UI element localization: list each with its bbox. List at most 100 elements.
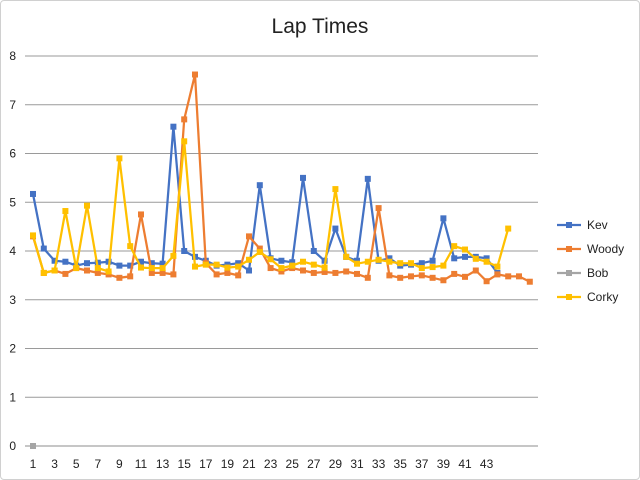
data-point bbox=[526, 278, 533, 285]
data-point bbox=[494, 271, 501, 278]
x-tick-label: 43 bbox=[480, 457, 494, 471]
x-tick-label: 5 bbox=[73, 457, 80, 471]
data-point bbox=[310, 261, 317, 268]
x-tick-label: 7 bbox=[94, 457, 101, 471]
series-bob bbox=[30, 443, 36, 449]
x-tick-label: 33 bbox=[372, 457, 386, 471]
legend-label: Corky bbox=[587, 290, 618, 304]
x-tick-label: 13 bbox=[156, 457, 170, 471]
data-point bbox=[267, 256, 274, 263]
data-point bbox=[462, 273, 468, 280]
data-point bbox=[105, 268, 112, 275]
data-point bbox=[235, 260, 242, 267]
data-point bbox=[516, 273, 522, 280]
x-tick-label: 31 bbox=[350, 457, 364, 471]
data-point bbox=[116, 274, 123, 281]
legend-marker bbox=[566, 246, 572, 252]
data-point bbox=[235, 272, 242, 279]
data-point bbox=[40, 269, 47, 276]
data-point bbox=[418, 265, 425, 272]
series-corky bbox=[30, 138, 512, 276]
data-point bbox=[159, 269, 166, 276]
gridlines bbox=[25, 55, 538, 447]
data-point bbox=[202, 261, 209, 268]
legend-label: Bob bbox=[587, 266, 609, 280]
data-point bbox=[62, 270, 69, 277]
data-point bbox=[483, 278, 490, 285]
chart-title: Lap Times bbox=[272, 15, 369, 38]
data-point bbox=[246, 233, 252, 240]
data-point bbox=[462, 246, 468, 253]
x-tick-label: 21 bbox=[242, 457, 256, 471]
data-point bbox=[332, 269, 339, 276]
data-point bbox=[224, 269, 231, 276]
data-point bbox=[127, 262, 134, 269]
data-point bbox=[397, 274, 404, 281]
data-point bbox=[51, 267, 58, 274]
data-point bbox=[127, 273, 134, 280]
data-point bbox=[483, 258, 490, 265]
legend-item: Bob bbox=[557, 266, 609, 280]
data-point bbox=[181, 248, 188, 254]
data-point bbox=[375, 205, 382, 212]
data-point bbox=[321, 268, 328, 275]
data-point bbox=[332, 225, 339, 232]
data-point bbox=[181, 116, 188, 123]
data-point bbox=[256, 182, 263, 189]
y-tick-label: 0 bbox=[9, 439, 16, 453]
y-axis-ticks: 0 1 2 3 4 5 6 7 8 bbox=[9, 49, 16, 453]
legend: Kev Woody Bob Corky bbox=[557, 218, 624, 304]
data-point bbox=[354, 270, 360, 277]
x-tick-label: 41 bbox=[458, 457, 472, 471]
data-point bbox=[289, 262, 296, 269]
data-point bbox=[429, 264, 436, 271]
data-point bbox=[483, 255, 490, 262]
legend-marker bbox=[566, 222, 572, 228]
legend-label: Woody bbox=[587, 242, 624, 256]
data-point bbox=[451, 243, 458, 250]
data-point bbox=[51, 257, 58, 264]
data-point bbox=[224, 264, 231, 271]
data-point bbox=[364, 175, 371, 182]
data-point bbox=[159, 260, 166, 267]
data-point bbox=[321, 264, 328, 271]
data-point bbox=[472, 267, 479, 274]
y-tick-label: 7 bbox=[9, 98, 16, 112]
x-tick-label: 9 bbox=[116, 457, 123, 471]
x-tick-label: 25 bbox=[286, 457, 300, 471]
series-kev bbox=[30, 123, 501, 276]
data-point bbox=[159, 265, 166, 272]
data-point bbox=[30, 232, 36, 239]
data-point bbox=[289, 259, 296, 266]
data-point bbox=[440, 277, 447, 284]
data-point bbox=[386, 255, 393, 262]
data-point bbox=[332, 186, 339, 193]
data-point bbox=[408, 260, 414, 267]
data-point bbox=[429, 257, 436, 264]
data-point bbox=[256, 248, 263, 255]
y-tick-label: 6 bbox=[9, 147, 16, 161]
x-tick-label: 17 bbox=[199, 457, 213, 471]
data-point bbox=[181, 138, 188, 145]
data-point bbox=[418, 260, 425, 267]
data-point bbox=[440, 215, 447, 222]
x-tick-label: 27 bbox=[307, 457, 321, 471]
data-point bbox=[386, 258, 393, 265]
data-point bbox=[213, 271, 220, 278]
legend-item: Corky bbox=[557, 290, 618, 304]
data-point bbox=[364, 274, 371, 281]
x-tick-label: 11 bbox=[135, 457, 148, 471]
x-tick-label: 39 bbox=[437, 457, 451, 471]
data-point bbox=[429, 274, 436, 281]
legend-marker bbox=[566, 294, 572, 300]
data-point bbox=[148, 260, 155, 267]
data-point bbox=[94, 265, 101, 272]
data-point bbox=[170, 252, 177, 259]
data-point bbox=[386, 272, 393, 279]
data-point bbox=[170, 123, 177, 130]
data-point bbox=[40, 245, 47, 252]
data-point bbox=[192, 263, 198, 270]
data-point bbox=[300, 267, 306, 274]
data-point bbox=[408, 273, 414, 280]
